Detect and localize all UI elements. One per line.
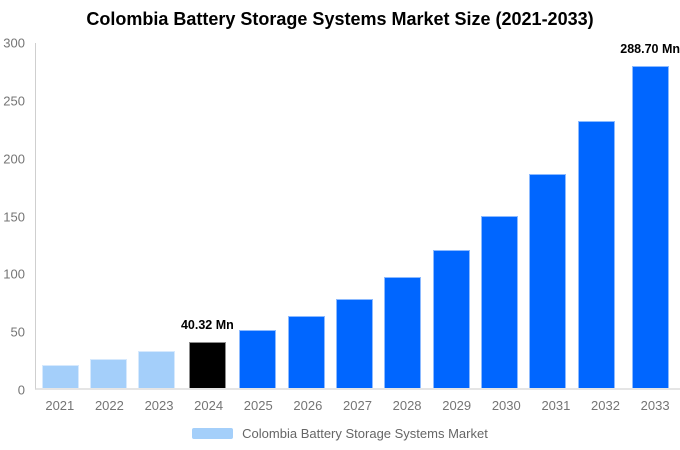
legend-item[interactable]: Colombia Battery Storage Systems Market bbox=[0, 426, 680, 441]
bar-2023 bbox=[138, 351, 176, 388]
x-tick-label-2023: 2023 bbox=[144, 398, 174, 413]
x-tick-label-2026: 2026 bbox=[293, 398, 323, 413]
bar-2021 bbox=[41, 365, 79, 388]
bar-2025 bbox=[239, 330, 277, 388]
y-axis-tick-labels: 0 50 100 150 200 250 300 bbox=[0, 37, 25, 397]
bar-slot-2028 bbox=[379, 43, 427, 388]
x-axis-tick-labels: 2021 2022 2023 2024 2025 2026 2027 2028 2029 2030… bbox=[35, 398, 680, 413]
bar-2022 bbox=[89, 358, 127, 388]
bar-slot-2021 bbox=[36, 43, 84, 388]
x-tick-label-2022: 2022 bbox=[94, 398, 124, 413]
x-tick-label-2028: 2028 bbox=[392, 398, 422, 413]
bar-slot-2023 bbox=[133, 43, 181, 388]
legend-label: Colombia Battery Storage Systems Market bbox=[242, 426, 488, 441]
plot-area: 40.32 Mn 288.70 Mn bbox=[35, 43, 680, 390]
bar-slot-2022 bbox=[84, 43, 132, 388]
bar-2028 bbox=[384, 276, 422, 388]
x-tick-label-2030: 2030 bbox=[491, 398, 521, 413]
bar-2026 bbox=[287, 316, 325, 388]
bar-value-label-2033: 288.70 Mn bbox=[620, 42, 680, 56]
bar-value-label-2024: 40.32 Mn bbox=[180, 318, 234, 333]
x-tick-label-2027: 2027 bbox=[343, 398, 372, 413]
y-tick-label: 200 bbox=[3, 151, 25, 167]
bar-2024 bbox=[188, 341, 226, 388]
bar-2032 bbox=[577, 121, 615, 388]
bar-slot-2033: 288.70 Mn bbox=[620, 43, 680, 388]
x-tick-label-2032: 2032 bbox=[591, 398, 620, 413]
bar-slot-2029 bbox=[427, 43, 475, 388]
bar-slot-2031 bbox=[524, 43, 572, 388]
bar-2027 bbox=[336, 298, 374, 388]
x-tick-label-2033: 2033 bbox=[640, 398, 670, 413]
x-tick-label-2029: 2029 bbox=[442, 398, 472, 413]
bar-2031 bbox=[529, 173, 567, 388]
bar-slot-2027 bbox=[330, 43, 378, 388]
bar-slot-2025 bbox=[234, 43, 282, 388]
y-tick-label: 100 bbox=[3, 266, 25, 282]
y-tick-label: 0 bbox=[17, 382, 25, 398]
x-tick-label-2031: 2031 bbox=[541, 398, 571, 413]
legend-swatch bbox=[192, 428, 234, 439]
y-tick-label: 150 bbox=[3, 209, 25, 224]
y-tick-label: 250 bbox=[3, 93, 25, 109]
y-tick-label: 50 bbox=[10, 324, 25, 340]
bars-container: 40.32 Mn 288.70 Mn bbox=[36, 43, 680, 388]
bar-2033 bbox=[631, 65, 669, 388]
bar-slot-2024: 40.32 Mn bbox=[181, 43, 234, 388]
x-tick-label-2025: 2025 bbox=[243, 398, 273, 413]
bar-slot-2030 bbox=[475, 43, 523, 388]
x-tick-label-2024: 2024 bbox=[194, 398, 224, 413]
bar-slot-2032 bbox=[572, 43, 620, 388]
y-tick-label: 300 bbox=[3, 35, 25, 51]
bar-2030 bbox=[480, 215, 518, 388]
bar-slot-2026 bbox=[282, 43, 330, 388]
chart-title: Colombia Battery Storage Systems Market … bbox=[86, 9, 594, 29]
x-tick-label-2021: 2021 bbox=[45, 398, 75, 413]
bar-2029 bbox=[432, 249, 470, 388]
